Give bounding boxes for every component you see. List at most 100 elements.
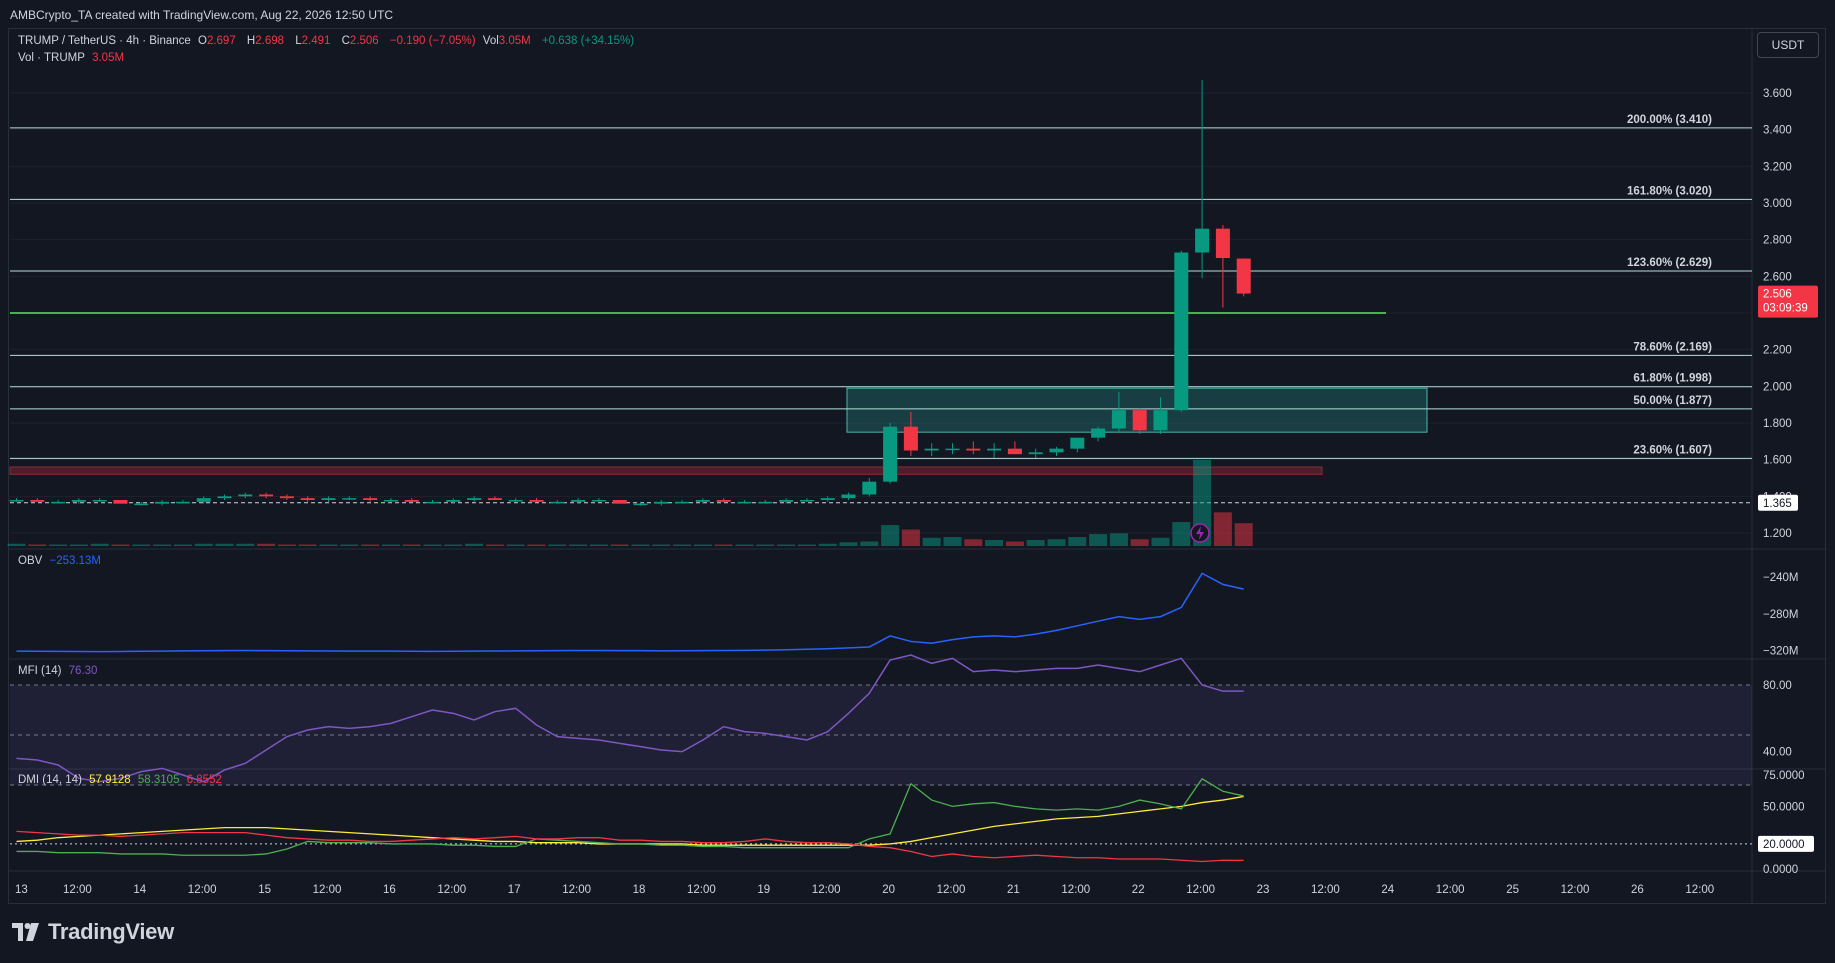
candle-body — [487, 498, 502, 500]
volume-bar — [777, 544, 796, 546]
volume-bar — [319, 544, 338, 546]
candle-body — [550, 501, 565, 504]
volume-bar — [340, 544, 359, 546]
volume-bar — [943, 537, 962, 546]
time-axis-label: 12:00 — [562, 884, 591, 896]
obv-axis-label: −320M — [1763, 646, 1798, 658]
candle-body — [342, 498, 357, 500]
volume-bar — [132, 544, 151, 546]
volume-bar — [90, 543, 109, 546]
obv-label[interactable]: OBV — [18, 555, 43, 567]
dmi-minus-line — [16, 830, 1244, 863]
time-axis-label: 12:00 — [812, 884, 841, 896]
chart-frame[interactable] — [8, 28, 1826, 904]
dmi-axis-label: 0.0000 — [1763, 864, 1798, 876]
candle-body — [155, 501, 170, 504]
candle-body — [841, 494, 856, 499]
candle-body — [1049, 448, 1064, 453]
volume-bar — [361, 544, 380, 546]
volume-bar — [1005, 541, 1024, 546]
candle-body — [1215, 228, 1230, 258]
candle-body — [675, 501, 690, 504]
fib-label: 23.60% (1.607) — [1633, 444, 1712, 456]
volume-bar — [402, 544, 421, 546]
vol-value: 3.05M — [498, 35, 531, 47]
candle-body — [1070, 437, 1085, 449]
volume-bar — [1172, 522, 1191, 546]
candle-body — [1091, 428, 1106, 438]
price-axis-label: 1.200 — [1763, 528, 1792, 540]
candle-body — [279, 496, 294, 499]
obv-value: −253.13M — [49, 555, 101, 567]
fib-label: 123.60% (2.629) — [1627, 257, 1712, 269]
volume-bar — [257, 543, 276, 546]
currency-button[interactable]: USDT — [1757, 32, 1819, 58]
fib-label: 50.00% (1.877) — [1633, 395, 1712, 407]
volume-bar — [548, 544, 567, 546]
obv-axis-label: −280M — [1763, 609, 1798, 621]
dmi-label[interactable]: DMI (14, 14) — [18, 774, 82, 786]
dmi-threshold-value: 20.0000 — [1763, 839, 1805, 851]
candle-body — [591, 500, 606, 502]
volume-bar — [985, 540, 1004, 546]
time-axis-label: 12:00 — [63, 884, 92, 896]
dmi-plus-value: 58.3105 — [137, 774, 180, 786]
fib-label: 161.80% (3.020) — [1627, 185, 1712, 197]
chart-canvas[interactable]: 200.00% (3.410) 161.80% (3.020) 123.60% (2… — [0, 0, 1835, 904]
volume-bar — [215, 543, 234, 546]
volume-series-label[interactable]: Vol · TRUMP — [18, 52, 85, 64]
vol-label: Vol — [482, 35, 499, 47]
candle-body — [945, 448, 960, 451]
volume-bar — [465, 543, 484, 546]
time-axis-label: 12:00 — [1561, 884, 1590, 896]
dmi-legend: DMI (14, 14) 57.9128 58.3105 6.8552 — [18, 774, 226, 786]
candle-body — [883, 426, 898, 482]
price-axis-label: 2.000 — [1763, 381, 1792, 393]
candle-body — [30, 500, 45, 502]
candle-body — [51, 501, 66, 504]
volume-bar — [153, 544, 172, 546]
volume-bar — [652, 544, 671, 546]
vol-change-value: +0.638 (+34.15%) — [541, 35, 635, 47]
current-price-value: 2.506 — [1763, 289, 1792, 301]
lightning-bolt — [1196, 526, 1204, 540]
volume-bar — [693, 544, 712, 546]
symbol-name[interactable]: TRUMP / TetherUS · 4h · Binance — [18, 35, 191, 47]
time-axis-label: 14 — [133, 884, 146, 896]
price-axis-label: 3.400 — [1763, 125, 1792, 137]
candle-body — [758, 501, 773, 504]
volume-bar — [7, 543, 26, 546]
candle-body — [92, 500, 107, 502]
candle-body — [799, 500, 814, 502]
candle-body — [737, 501, 752, 504]
volume-bar — [1109, 533, 1128, 546]
candle-body — [903, 426, 918, 451]
candle-body — [1028, 452, 1043, 455]
volume-bar — [589, 544, 608, 546]
low-value: 2.491 — [301, 35, 331, 47]
dmi-axis-label: 50.0000 — [1763, 801, 1805, 813]
dmi-adx-line — [16, 795, 1244, 846]
volume-bar — [860, 541, 879, 546]
tradingview-logo-text: TradingView — [48, 919, 174, 944]
volume-bar — [964, 539, 983, 546]
tradingview-logo[interactable]: TradingView — [12, 919, 174, 945]
volume-bar — [69, 544, 88, 546]
dmi-adx-value: 57.9128 — [89, 774, 131, 786]
candle-body — [1132, 410, 1147, 431]
candle-body — [1153, 410, 1168, 431]
fib-label: 200.00% (3.410) — [1627, 114, 1712, 126]
candle-body — [654, 501, 669, 504]
obv-axis-label: −240M — [1763, 572, 1798, 584]
time-axis-label: 12:00 — [1311, 884, 1340, 896]
candle-body — [217, 496, 232, 499]
volume-bar — [194, 543, 213, 546]
volume-bar — [1026, 540, 1045, 546]
volume-bar — [1130, 539, 1149, 546]
open-value: 2.697 — [206, 35, 236, 47]
candle-body — [196, 498, 211, 502]
mfi-label[interactable]: MFI (14) — [18, 665, 62, 677]
candle-body — [1174, 252, 1189, 411]
volume-bar — [610, 544, 629, 546]
volume-bar — [1234, 523, 1253, 546]
